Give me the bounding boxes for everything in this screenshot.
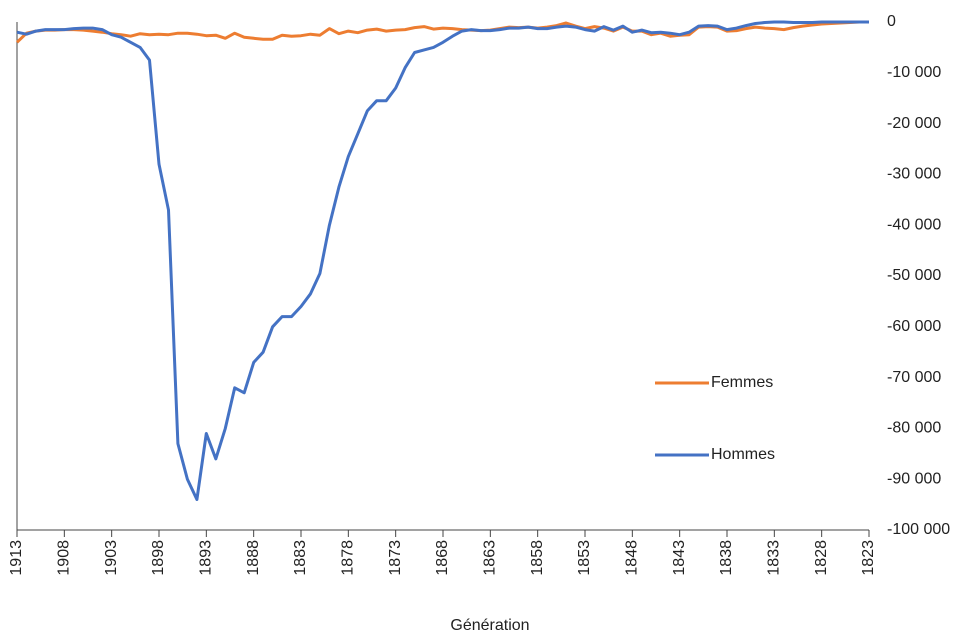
x-tick-label: 1908 — [56, 540, 73, 576]
x-tick-label: 1868 — [434, 540, 451, 576]
x-tick-label: 1903 — [103, 540, 120, 576]
y-tick-label: -10 000 — [887, 64, 941, 81]
x-tick-label: 1853 — [576, 540, 593, 576]
data-line — [16, 20, 869, 501]
x-tick-label: 1848 — [624, 540, 641, 576]
y-tick-label: -100 000 — [887, 521, 950, 538]
x-tick-label: 1863 — [482, 540, 499, 576]
x-tick-label: 1888 — [245, 540, 262, 576]
x-tick-label: 1878 — [340, 540, 357, 576]
legend-label: Femmes — [711, 374, 773, 391]
y-tick-label: -70 000 — [887, 369, 941, 386]
data-line — [15, 20, 869, 44]
y-tick-label: -60 000 — [887, 318, 941, 335]
y-tick-label: -90 000 — [887, 470, 941, 487]
x-tick-label: 1913 — [8, 540, 25, 576]
x-tick-label: 1833 — [766, 540, 783, 576]
x-tick-label: 1858 — [529, 540, 546, 576]
legend-label: Hommes — [711, 446, 775, 463]
x-tick-label: 1898 — [150, 540, 167, 576]
y-tick-label: -80 000 — [887, 420, 941, 437]
x-tick-label: 1838 — [718, 540, 735, 576]
x-tick-label: 1873 — [387, 540, 404, 576]
x-tick-label: 1883 — [292, 540, 309, 576]
y-tick-label: -50 000 — [887, 267, 941, 284]
x-tick-label: 1843 — [671, 540, 688, 576]
y-tick-label: -20 000 — [887, 115, 941, 132]
y-tick-label: 0 — [887, 13, 896, 30]
y-tick-label: -40 000 — [887, 216, 941, 233]
x-tick-label: 1828 — [813, 540, 830, 576]
x-tick-label: 1893 — [198, 540, 215, 576]
y-tick-label: -30 000 — [887, 166, 941, 183]
x-tick-label: 1823 — [860, 540, 877, 576]
x-axis-title: Génération — [450, 617, 529, 634]
